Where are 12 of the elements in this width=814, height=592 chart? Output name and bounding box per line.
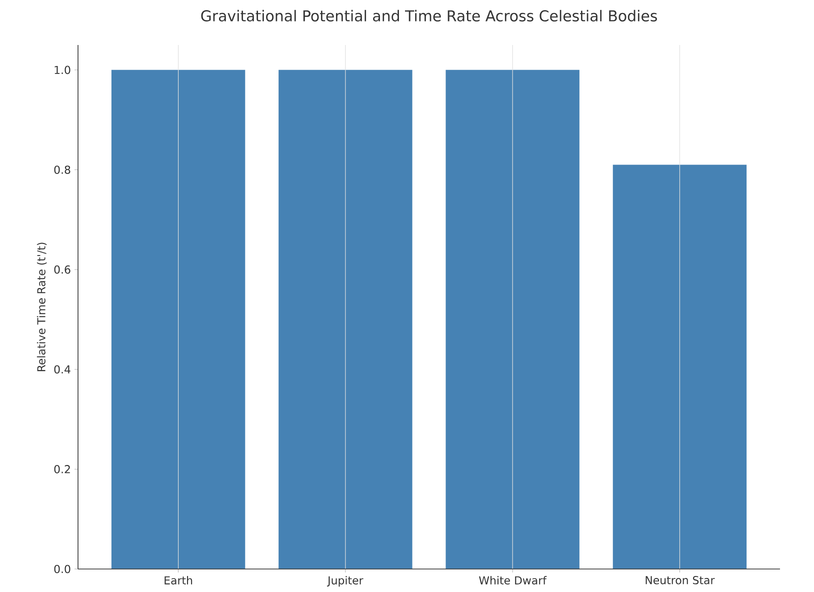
x-tick-label: Earth [164,576,192,584]
x-tick-label: White Dwarf [479,576,547,584]
y-tick-label: 0.4 [54,365,70,374]
y-axis-title: Relative Time Rate (t'/t) [36,242,47,372]
y-tick-label: 0.0 [54,564,70,574]
y-tick-label: 0.6 [54,265,70,274]
chart-title: Gravitational Potential and Time Rate Across Celestial Bodies [201,10,657,22]
x-tick-label: Jupiter [327,576,364,587]
y-tick-label: 1.0 [54,66,70,74]
y-tick-label: 0.2 [54,465,70,474]
x-tick-label: Neutron Star [646,576,715,584]
y-tick-label: 0.8 [54,166,70,174]
